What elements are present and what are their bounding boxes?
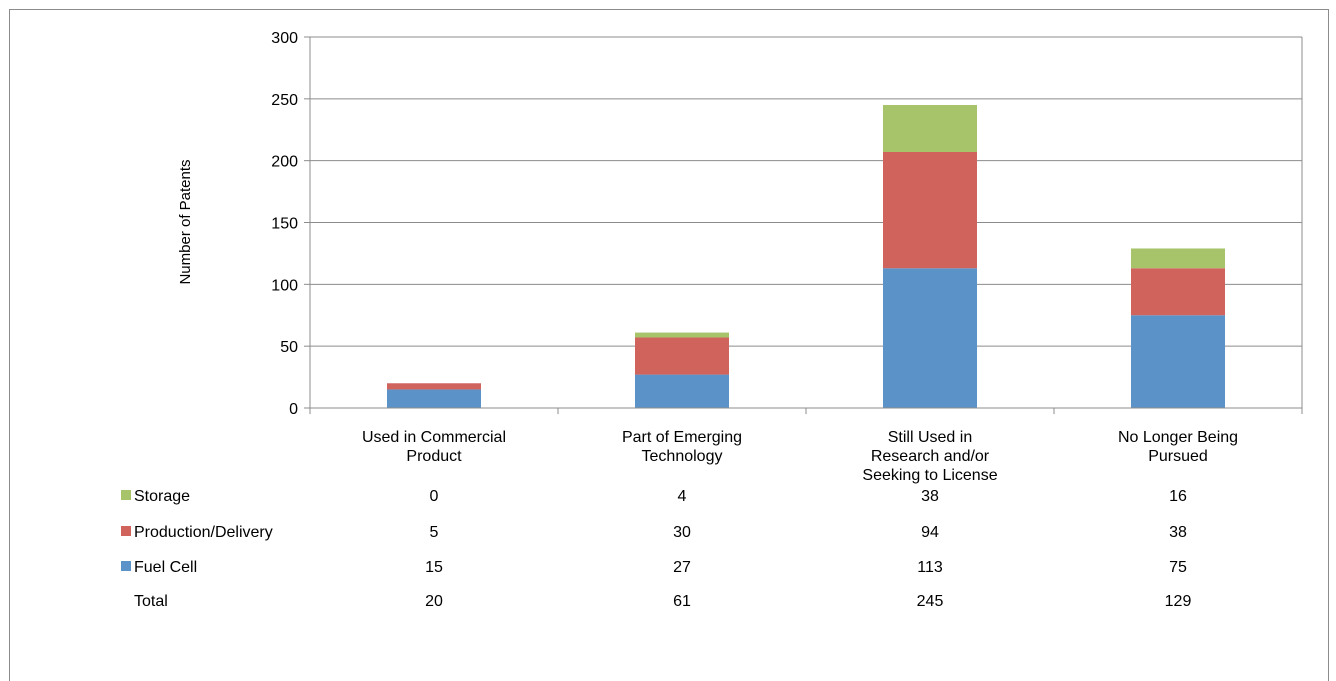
category-label-line: Seeking to License <box>862 467 997 484</box>
table-cell: 245 <box>917 593 944 610</box>
table-cell: 94 <box>921 524 939 541</box>
table-cell: 20 <box>425 593 443 610</box>
chart-frame <box>9 9 1329 681</box>
data-table: Storage 0 4 38 16 Production/Delivery 5 30 94 38 F… <box>121 488 1191 610</box>
bar-segment <box>387 383 481 390</box>
y-tick-label: 0 <box>289 401 298 418</box>
table-cell: 30 <box>673 524 691 541</box>
table-row-label: Production/Delivery <box>134 524 273 541</box>
table-cell: 27 <box>673 559 691 576</box>
table-cell: 129 <box>1165 593 1192 610</box>
y-tick-label: 200 <box>271 154 298 171</box>
table-cell: 15 <box>425 559 443 576</box>
y-tick-label: 300 <box>271 30 298 47</box>
y-tick-label: 250 <box>271 92 298 109</box>
category-label-line: Still Used in <box>888 429 972 446</box>
labels: 0 50 100 150 200 250 300 Used in Commercial Prod… <box>271 30 1238 484</box>
table-cell: 38 <box>1169 524 1187 541</box>
bar-segment <box>1131 268 1225 316</box>
y-tick-label: 150 <box>271 216 298 233</box>
bar-segment <box>1131 315 1225 408</box>
table-row-label: Total <box>134 593 168 610</box>
bar-segment <box>635 374 729 408</box>
bar-segment <box>387 389 481 408</box>
legend-key <box>121 561 131 571</box>
table-row-label: Fuel Cell <box>134 559 197 576</box>
legend-key <box>121 490 131 500</box>
category-label-line: Pursued <box>1148 448 1208 465</box>
bar-segment <box>883 105 977 153</box>
category-label-line: Technology <box>642 448 723 465</box>
bar-segment <box>635 332 729 338</box>
category-label-line: Part of Emerging <box>622 429 742 446</box>
bar-segment <box>883 152 977 269</box>
table-cell: 0 <box>430 488 439 505</box>
table-cell: 113 <box>917 559 943 576</box>
y-tick-label: 100 <box>271 277 298 294</box>
table-cell: 38 <box>921 488 939 505</box>
legend-key <box>121 526 131 536</box>
category-label: Still Used in Research and/or Seeking to L… <box>862 429 997 484</box>
category-label: Used in Commercial Product <box>362 429 506 465</box>
category-label-line: Research and/or <box>871 448 990 465</box>
bar-segment <box>1131 248 1225 269</box>
table-row-label: Storage <box>134 488 190 505</box>
category-label-line: No Longer Being <box>1118 429 1238 446</box>
table-cell: 5 <box>430 524 439 541</box>
bar-segment <box>883 268 977 408</box>
table-cell: 4 <box>678 488 687 505</box>
table-cell: 16 <box>1169 488 1187 505</box>
category-label: Part of Emerging Technology <box>622 429 742 465</box>
bars <box>387 105 1225 408</box>
table-cell: 61 <box>673 593 691 610</box>
table-cell: 75 <box>1169 559 1187 576</box>
category-label-line: Used in Commercial <box>362 429 506 446</box>
y-axis-title: Number of Patents <box>177 159 194 284</box>
category-label: No Longer Being Pursued <box>1118 429 1238 465</box>
axes <box>304 36 1303 414</box>
y-tick-label: 50 <box>280 339 298 356</box>
category-label-line: Product <box>406 448 462 465</box>
bar-segment <box>635 337 729 375</box>
